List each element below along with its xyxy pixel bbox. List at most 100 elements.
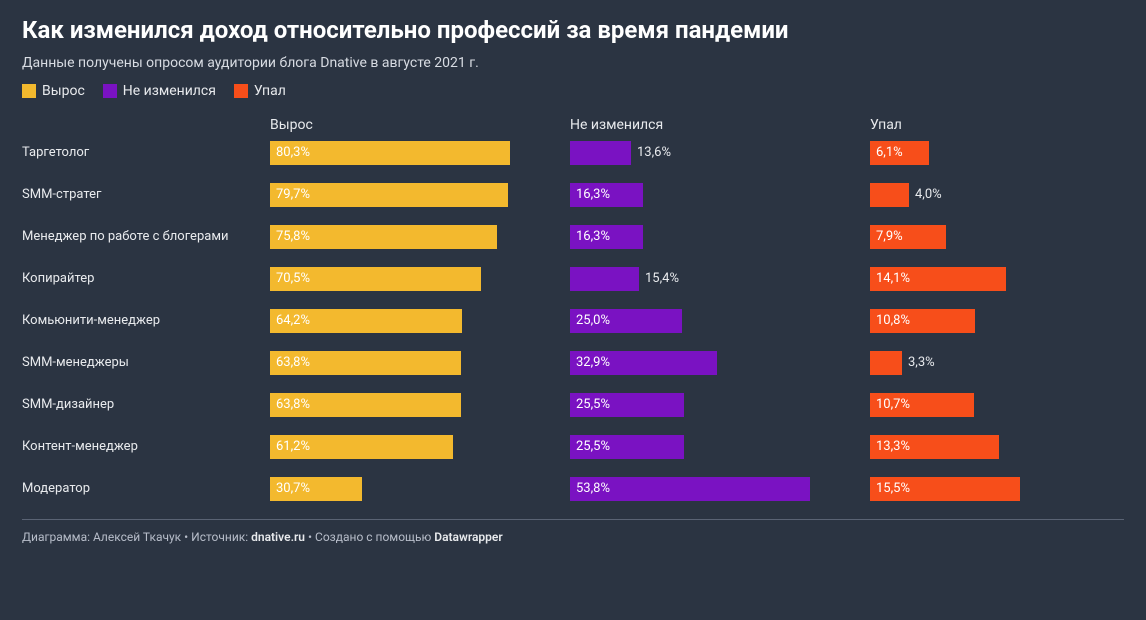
bar-value-label: 10,7% xyxy=(870,397,910,412)
bar: 13,3% xyxy=(870,435,999,459)
bar: 63,8% xyxy=(270,351,461,375)
footer-source: dnative.ru xyxy=(251,530,305,544)
bar: 32,9% xyxy=(570,351,717,375)
row-label: Комьюнити-менеджер xyxy=(22,313,270,328)
legend-swatch xyxy=(234,84,248,98)
chart-subtitle: Данные получены опросом аудитории блога … xyxy=(22,55,1124,71)
bar: 70,5% xyxy=(270,267,481,291)
bar-value-label: 15,4% xyxy=(639,271,679,286)
bar-value-label: 16,3% xyxy=(570,187,610,202)
bar-cell: 75,8% xyxy=(270,225,570,249)
bar xyxy=(570,267,639,291)
bar-value-label: 3,3% xyxy=(902,355,935,370)
column-header: Не изменился xyxy=(570,117,870,133)
bar-cell: 30,7% xyxy=(270,477,570,501)
chart-row: Таргетолог80,3% 13,6% 6,1% xyxy=(22,141,1124,165)
chart-legend: Вырос Не изменился Упал xyxy=(22,83,1124,99)
bar-cell: 63,8% xyxy=(270,393,570,417)
chart-row: SMM-дизайнер63,8% 25,5% 10,7% xyxy=(22,393,1124,417)
bar xyxy=(870,351,902,375)
bar-cell: 16,3% xyxy=(570,183,870,207)
bar: 61,2% xyxy=(270,435,453,459)
bar-value-label: 16,3% xyxy=(570,229,610,244)
row-label: SMM-менеджеры xyxy=(22,355,270,370)
bar-cell: 4,0% xyxy=(870,183,1080,207)
bar: 79,7% xyxy=(270,183,508,207)
bar: 25,5% xyxy=(570,393,684,417)
bar-value-label: 63,8% xyxy=(270,355,310,370)
chart-footer: Диаграмма: Алексей Ткачук • Источник: dn… xyxy=(22,530,1124,544)
column-header: Упал xyxy=(870,117,1080,133)
footer-prefix: Диаграмма: Алексей Ткачук • Источник: xyxy=(22,530,251,544)
bar-cell: 53,8% xyxy=(570,477,870,501)
bar: 16,3% xyxy=(570,183,643,207)
legend-item: Не изменился xyxy=(103,83,216,99)
bar: 63,8% xyxy=(270,393,461,417)
chart-row: SMM-стратег79,7% 16,3% 4,0% xyxy=(22,183,1124,207)
bar-value-label: 64,2% xyxy=(270,313,310,328)
chart-row: Комьюнити-менеджер64,2% 25,0% 10,8% xyxy=(22,309,1124,333)
bar-value-label: 13,6% xyxy=(631,145,671,160)
bar-cell: 13,6% xyxy=(570,141,870,165)
bar-value-label: 7,9% xyxy=(870,229,903,244)
chart-column-headers: ВыросНе изменилсяУпал xyxy=(22,117,1124,133)
bar: 75,8% xyxy=(270,225,497,249)
legend-label: Упал xyxy=(254,83,286,99)
bar xyxy=(870,183,909,207)
bar-cell: 6,1% xyxy=(870,141,1080,165)
bar-value-label: 79,7% xyxy=(270,187,310,202)
bar-value-label: 70,5% xyxy=(270,271,310,286)
chart-title: Как изменился доход относительно професс… xyxy=(22,16,1124,45)
bar-cell: 7,9% xyxy=(870,225,1080,249)
bar: 10,7% xyxy=(870,393,974,417)
bar-cell: 25,5% xyxy=(570,435,870,459)
row-label: Контент-менеджер xyxy=(22,439,270,454)
row-label: Таргетолог xyxy=(22,145,270,160)
bar-value-label: 10,8% xyxy=(870,313,910,328)
bar-value-label: 13,3% xyxy=(870,439,910,454)
bar-value-label: 25,5% xyxy=(570,439,610,454)
bar: 53,8% xyxy=(570,477,810,501)
bar: 14,1% xyxy=(870,267,1006,291)
bar: 15,5% xyxy=(870,477,1020,501)
legend-swatch xyxy=(22,84,36,98)
bar: 16,3% xyxy=(570,225,643,249)
row-label: Менеджер по работе с блогерами xyxy=(22,229,270,244)
legend-item: Вырос xyxy=(22,83,85,99)
bar-cell: 61,2% xyxy=(270,435,570,459)
bar-cell: 32,9% xyxy=(570,351,870,375)
bar-value-label: 14,1% xyxy=(870,271,910,286)
bar: 6,1% xyxy=(870,141,929,165)
bar-cell: 16,3% xyxy=(570,225,870,249)
bar-value-label: 25,0% xyxy=(570,313,610,328)
bar-value-label: 30,7% xyxy=(270,481,310,496)
bar: 25,0% xyxy=(570,309,682,333)
chart-row: Контент-менеджер61,2% 25,5% 13,3% xyxy=(22,435,1124,459)
bar-cell: 3,3% xyxy=(870,351,1080,375)
chart-row: Копирайтер70,5%15,4%14,1% xyxy=(22,267,1124,291)
bar-value-label: 53,8% xyxy=(570,481,610,496)
bar-value-label: 63,8% xyxy=(270,397,310,412)
footer-mid: • Создано с помощью xyxy=(305,530,434,544)
bar-cell: 10,8% xyxy=(870,309,1080,333)
row-label: SMM-дизайнер xyxy=(22,397,270,412)
bar: 30,7% xyxy=(270,477,362,501)
bar-cell: 25,5% xyxy=(570,393,870,417)
bar-value-label: 15,5% xyxy=(870,481,910,496)
bar xyxy=(570,141,631,165)
row-label: SMM-стратег xyxy=(22,187,270,202)
column-header: Вырос xyxy=(270,117,570,133)
legend-label: Вырос xyxy=(42,83,85,99)
bar-cell: 64,2% xyxy=(270,309,570,333)
bar-value-label: 32,9% xyxy=(570,355,610,370)
chart-row: Модератор30,7%53,8%15,5% xyxy=(22,477,1124,501)
bar-cell: 25,0% xyxy=(570,309,870,333)
legend-label: Не изменился xyxy=(123,83,216,99)
bar-cell: 10,7% xyxy=(870,393,1080,417)
bar-cell: 15,4% xyxy=(570,267,870,291)
legend-item: Упал xyxy=(234,83,286,99)
bar: 64,2% xyxy=(270,309,462,333)
bar-cell: 80,3% xyxy=(270,141,570,165)
bar: 25,5% xyxy=(570,435,684,459)
footer-separator xyxy=(22,519,1124,520)
